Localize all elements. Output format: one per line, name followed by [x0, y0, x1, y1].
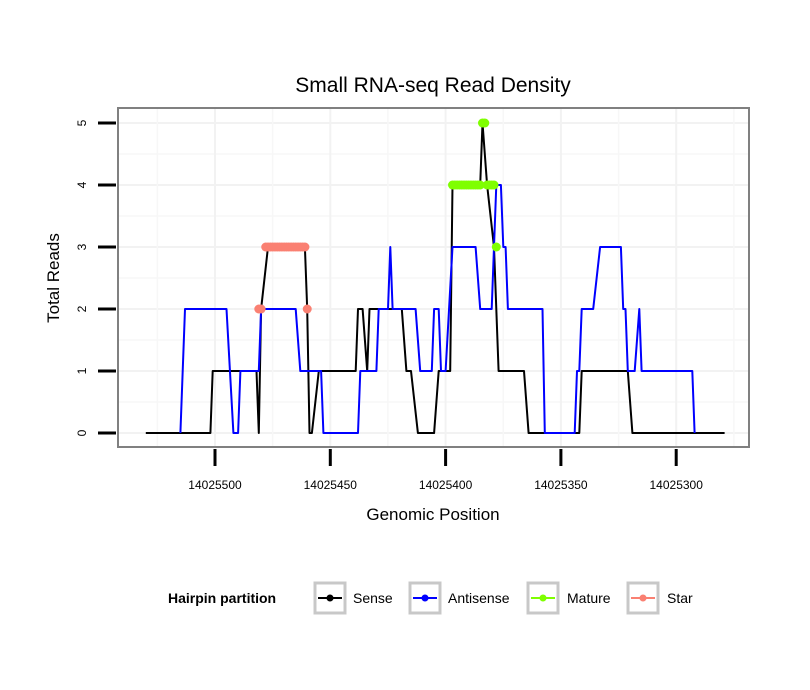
- data-point-mature: [491, 242, 501, 252]
- data-point-star: [302, 304, 312, 314]
- legend-item-star: Star: [626, 581, 693, 615]
- legend-label: Star: [667, 590, 693, 606]
- data-point-mature: [489, 180, 499, 190]
- legend-key-point: [539, 594, 547, 602]
- y-axis: 0 1 2 3 4 5: [75, 119, 116, 436]
- legend-label: Antisense: [448, 590, 510, 606]
- legend-item-antisense: Antisense: [408, 581, 510, 615]
- data-point-mature: [480, 118, 490, 128]
- x-tick-label: 14025400: [419, 478, 473, 492]
- y-tick-label: 0: [75, 429, 89, 436]
- x-axis: 14025500 14025450 14025400 14025350 14025300: [188, 449, 703, 492]
- y-tick-label: 4: [75, 181, 89, 188]
- legend-key-point: [639, 594, 647, 602]
- y-tick-label: 3: [75, 243, 89, 250]
- legend-key-point: [421, 594, 429, 602]
- x-tick-label: 14025450: [304, 478, 358, 492]
- series-layer: [145, 118, 725, 434]
- data-point-star: [256, 304, 266, 314]
- y-axis-title: Total Reads: [44, 233, 63, 323]
- y-tick-label: 5: [75, 119, 89, 126]
- series-mature: [448, 118, 501, 252]
- series-antisense: [179, 184, 696, 434]
- series-star: [254, 242, 312, 314]
- chart-title: Small RNA-seq Read Density: [295, 74, 571, 97]
- x-axis-title: Genomic Position: [366, 505, 499, 524]
- legend-label: Mature: [567, 590, 611, 606]
- data-point-star: [300, 242, 310, 252]
- legend-item-mature: Mature: [526, 581, 611, 615]
- legend-item-sense: Sense: [313, 581, 393, 615]
- x-tick-label: 14025300: [650, 478, 704, 492]
- grid: [118, 108, 749, 447]
- data-point-mature: [475, 180, 485, 190]
- legend-title: Hairpin partition: [168, 590, 276, 606]
- legend: Hairpin partition Sense Antisense Mature St…: [168, 581, 693, 615]
- x-tick-label: 14025350: [534, 478, 588, 492]
- plot-panel-border: [117, 107, 750, 448]
- y-tick-label: 1: [75, 367, 89, 374]
- series-line-antisense: [179, 184, 696, 434]
- legend-label: Sense: [353, 590, 393, 606]
- y-tick-label: 2: [75, 305, 89, 312]
- x-tick-label: 14025500: [188, 478, 242, 492]
- legend-key-point: [326, 594, 334, 602]
